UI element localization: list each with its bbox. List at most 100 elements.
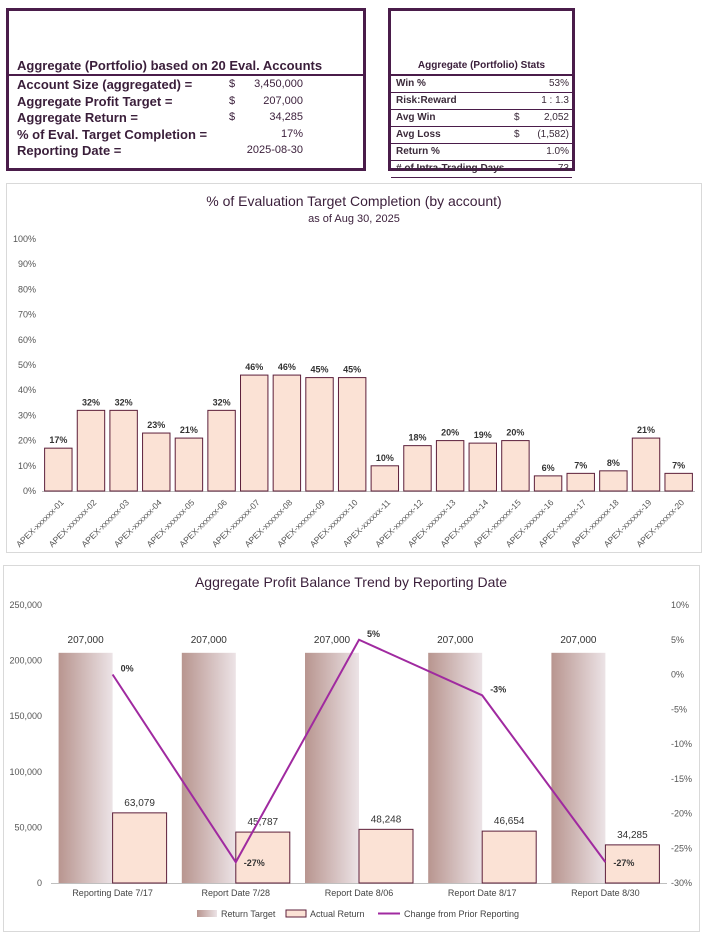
y-tick-label: 20% [18, 436, 36, 446]
summary-row-currency: $ [229, 94, 236, 107]
y-tick-label: 250,000 [9, 600, 42, 610]
bar-data-label: 18% [408, 433, 426, 443]
target-data-label: 207,000 [314, 635, 351, 646]
legend-actual-swatch [285, 909, 307, 918]
portfolio-summary-box: Aggregate (Portfolio) based on 20 Eval. … [6, 8, 366, 171]
actual-return-bar [112, 812, 168, 884]
completion-bar [272, 374, 302, 492]
completion-bar [533, 475, 563, 492]
return-target-bar [428, 652, 483, 883]
return-target-bar [551, 652, 606, 883]
completion-bar [501, 440, 530, 492]
summary-row-label: Account Size (aggregated) = [17, 77, 193, 92]
target-data-label: 207,000 [68, 635, 105, 646]
y2-tick-label: 0% [671, 670, 684, 680]
target-data-label: 207,000 [191, 635, 228, 646]
y-tick-label: 40% [18, 385, 36, 395]
y2-tick-label: 10% [671, 600, 689, 610]
y2-tick-label: -5% [671, 704, 687, 714]
y-tick-label: 80% [18, 284, 36, 294]
legend-actual-label: Actual Return [310, 909, 365, 919]
y2-tick-label: -10% [671, 739, 692, 749]
completion-chart: % of Evaluation Target Completion (by ac… [6, 183, 702, 553]
return-target-bar [181, 652, 236, 883]
change-data-label: -27% [244, 858, 265, 868]
summary-row-currency: $ [229, 111, 236, 123]
profit-trend-chart: Aggregate Profit Balance Trend by Report… [3, 565, 700, 932]
y-tick-label: 90% [18, 259, 36, 269]
y-tick-label: 50% [18, 360, 36, 370]
y-tick-label: 0% [23, 486, 36, 496]
y-tick-label: 200,000 [9, 656, 42, 666]
bar-data-label: 23% [147, 420, 165, 430]
chart-title: Aggregate Profit Balance Trend by Report… [195, 574, 507, 590]
bar-data-label: 32% [213, 397, 231, 407]
actual-data-label: 63,079 [124, 798, 155, 809]
bar-data-label: 7% [672, 460, 685, 470]
bar-data-label: 6% [542, 463, 555, 473]
y-tick-label: 70% [18, 310, 36, 320]
y-tick-label: 60% [18, 335, 36, 345]
stats-row-label: Return % [396, 146, 440, 157]
return-target-bar [58, 652, 113, 883]
bar-data-label: 46% [245, 362, 263, 372]
stats-row-value: 53% [548, 78, 569, 89]
y-tick-label: 30% [18, 410, 36, 420]
chart-title: % of Evaluation Target Completion (by ac… [206, 193, 501, 209]
stats-row-label: Avg Loss [396, 129, 441, 140]
summary-row-label: Reporting Date = [17, 143, 122, 158]
actual-data-label: 34,285 [617, 830, 648, 841]
summary-row-value: 3,450,000 [254, 78, 303, 90]
y-tick-label: 150,000 [9, 711, 42, 721]
x-tick-label: Report Date 8/17 [448, 888, 517, 898]
target-data-label: 207,000 [560, 635, 597, 646]
summary-row-label: Aggregate Profit Target = [17, 93, 173, 109]
y-tick-label: 100% [13, 234, 36, 244]
completion-bar [566, 472, 595, 492]
actual-return-bar [604, 844, 660, 884]
summary-row-label: % of Eval. Target Completion = [17, 126, 208, 142]
summary-row-value: 2025-08-30 [246, 144, 303, 156]
stats-row: Win % 53% [391, 76, 572, 93]
stats-row: Avg Win $2,052 [391, 110, 572, 127]
summary-row: Account Size (aggregated) = $3,450,000 [9, 76, 363, 93]
completion-bar [468, 442, 497, 492]
completion-bar [664, 472, 693, 492]
bar-data-label: 32% [82, 397, 100, 407]
y-tick-label: 100,000 [9, 767, 42, 777]
bar-data-label: 8% [607, 458, 620, 468]
stats-row-value: 1.0% [546, 146, 569, 157]
x-tick-label: Report Date 7/28 [202, 888, 271, 898]
summary-row: Aggregate Profit Target = $207,000 [9, 93, 363, 110]
actual-data-label: 48,248 [371, 814, 402, 825]
stats-row-value: 73 [557, 163, 569, 174]
bar-data-label: 21% [180, 425, 198, 435]
stats-row-currency: $ [514, 129, 520, 140]
x-tick-label: Report Date 8/30 [571, 888, 640, 898]
bar-data-label: 32% [115, 397, 133, 407]
stats-rows: Win % 53% Risk:Reward 1 : 1.3 Avg Win $2,052 A… [391, 74, 572, 178]
x-tick-label: Report Date 8/06 [325, 888, 394, 898]
y2-tick-label: 5% [671, 635, 684, 645]
stats-row-value: 2,052 [543, 112, 569, 123]
summary-title: Aggregate (Portfolio) based on 20 Eval. … [17, 58, 323, 73]
stats-row-value: (1,582) [537, 129, 569, 140]
bar-data-label: 20% [441, 428, 459, 438]
profit-trend-chart-svg: Aggregate Profit Balance Trend by Report… [9, 574, 692, 919]
summary-rows: Account Size (aggregated) = $3,450,000 Agg… [9, 74, 363, 159]
stats-row-label: Risk:Reward [396, 95, 457, 106]
summary-row-value: 34,285 [269, 111, 303, 123]
summary-row-value: 207,000 [263, 94, 303, 107]
return-target-bar [305, 652, 359, 883]
actual-return-bar [481, 830, 537, 884]
actual-data-label: 46,654 [494, 816, 525, 827]
summary-row: Reporting Date = 2025-08-30 [9, 142, 363, 159]
completion-chart-svg: % of Evaluation Target Completion (by ac… [13, 193, 695, 549]
completion-bar [174, 437, 204, 492]
stats-row: Risk:Reward 1 : 1.3 [391, 93, 572, 110]
stats-row-label: # of Intra-Trading Days [396, 163, 505, 174]
bar-data-label: 45% [311, 365, 329, 375]
bar-data-label: 17% [49, 435, 67, 445]
completion-bar [142, 432, 171, 492]
completion-bar [599, 470, 628, 492]
